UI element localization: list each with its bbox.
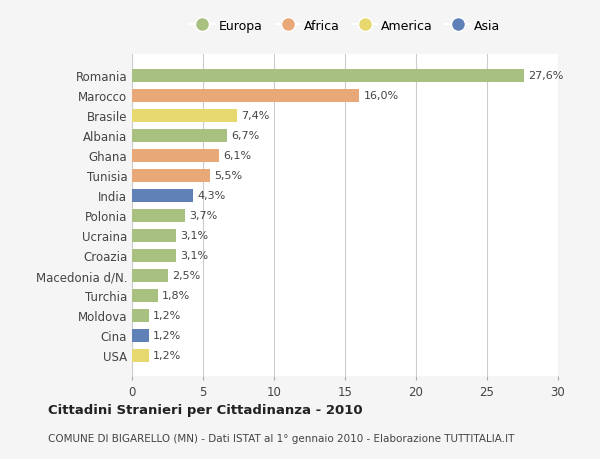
Bar [132,150,218,162]
Text: 3,7%: 3,7% [189,211,217,221]
Text: 16,0%: 16,0% [364,91,398,101]
Text: 27,6%: 27,6% [528,71,563,81]
Bar [132,349,149,362]
Bar [132,70,524,83]
Text: 1,2%: 1,2% [154,330,182,340]
Bar [132,289,158,302]
Bar [132,169,210,182]
Bar [132,269,167,282]
Text: Cittadini Stranieri per Cittadinanza - 2010: Cittadini Stranieri per Cittadinanza - 2… [48,403,362,416]
Bar [132,90,359,102]
Legend: Europa, Africa, America, Asia: Europa, Africa, America, Asia [190,20,500,33]
Bar [132,129,227,142]
Text: 1,2%: 1,2% [154,350,182,360]
Bar [132,309,149,322]
Text: 3,1%: 3,1% [180,251,208,261]
Bar [132,329,149,342]
Text: 2,5%: 2,5% [172,270,200,280]
Text: 1,2%: 1,2% [154,310,182,320]
Bar [132,249,176,262]
Text: 5,5%: 5,5% [214,171,242,181]
Bar [132,189,193,202]
Bar [132,229,176,242]
Text: COMUNE DI BIGARELLO (MN) - Dati ISTAT al 1° gennaio 2010 - Elaborazione TUTTITAL: COMUNE DI BIGARELLO (MN) - Dati ISTAT al… [48,433,514,442]
Bar [132,209,185,222]
Text: 7,4%: 7,4% [241,111,270,121]
Text: 1,8%: 1,8% [162,291,190,301]
Bar [132,110,237,123]
Text: 3,1%: 3,1% [180,231,208,241]
Text: 6,7%: 6,7% [232,131,260,141]
Text: 6,1%: 6,1% [223,151,251,161]
Text: 4,3%: 4,3% [197,191,226,201]
